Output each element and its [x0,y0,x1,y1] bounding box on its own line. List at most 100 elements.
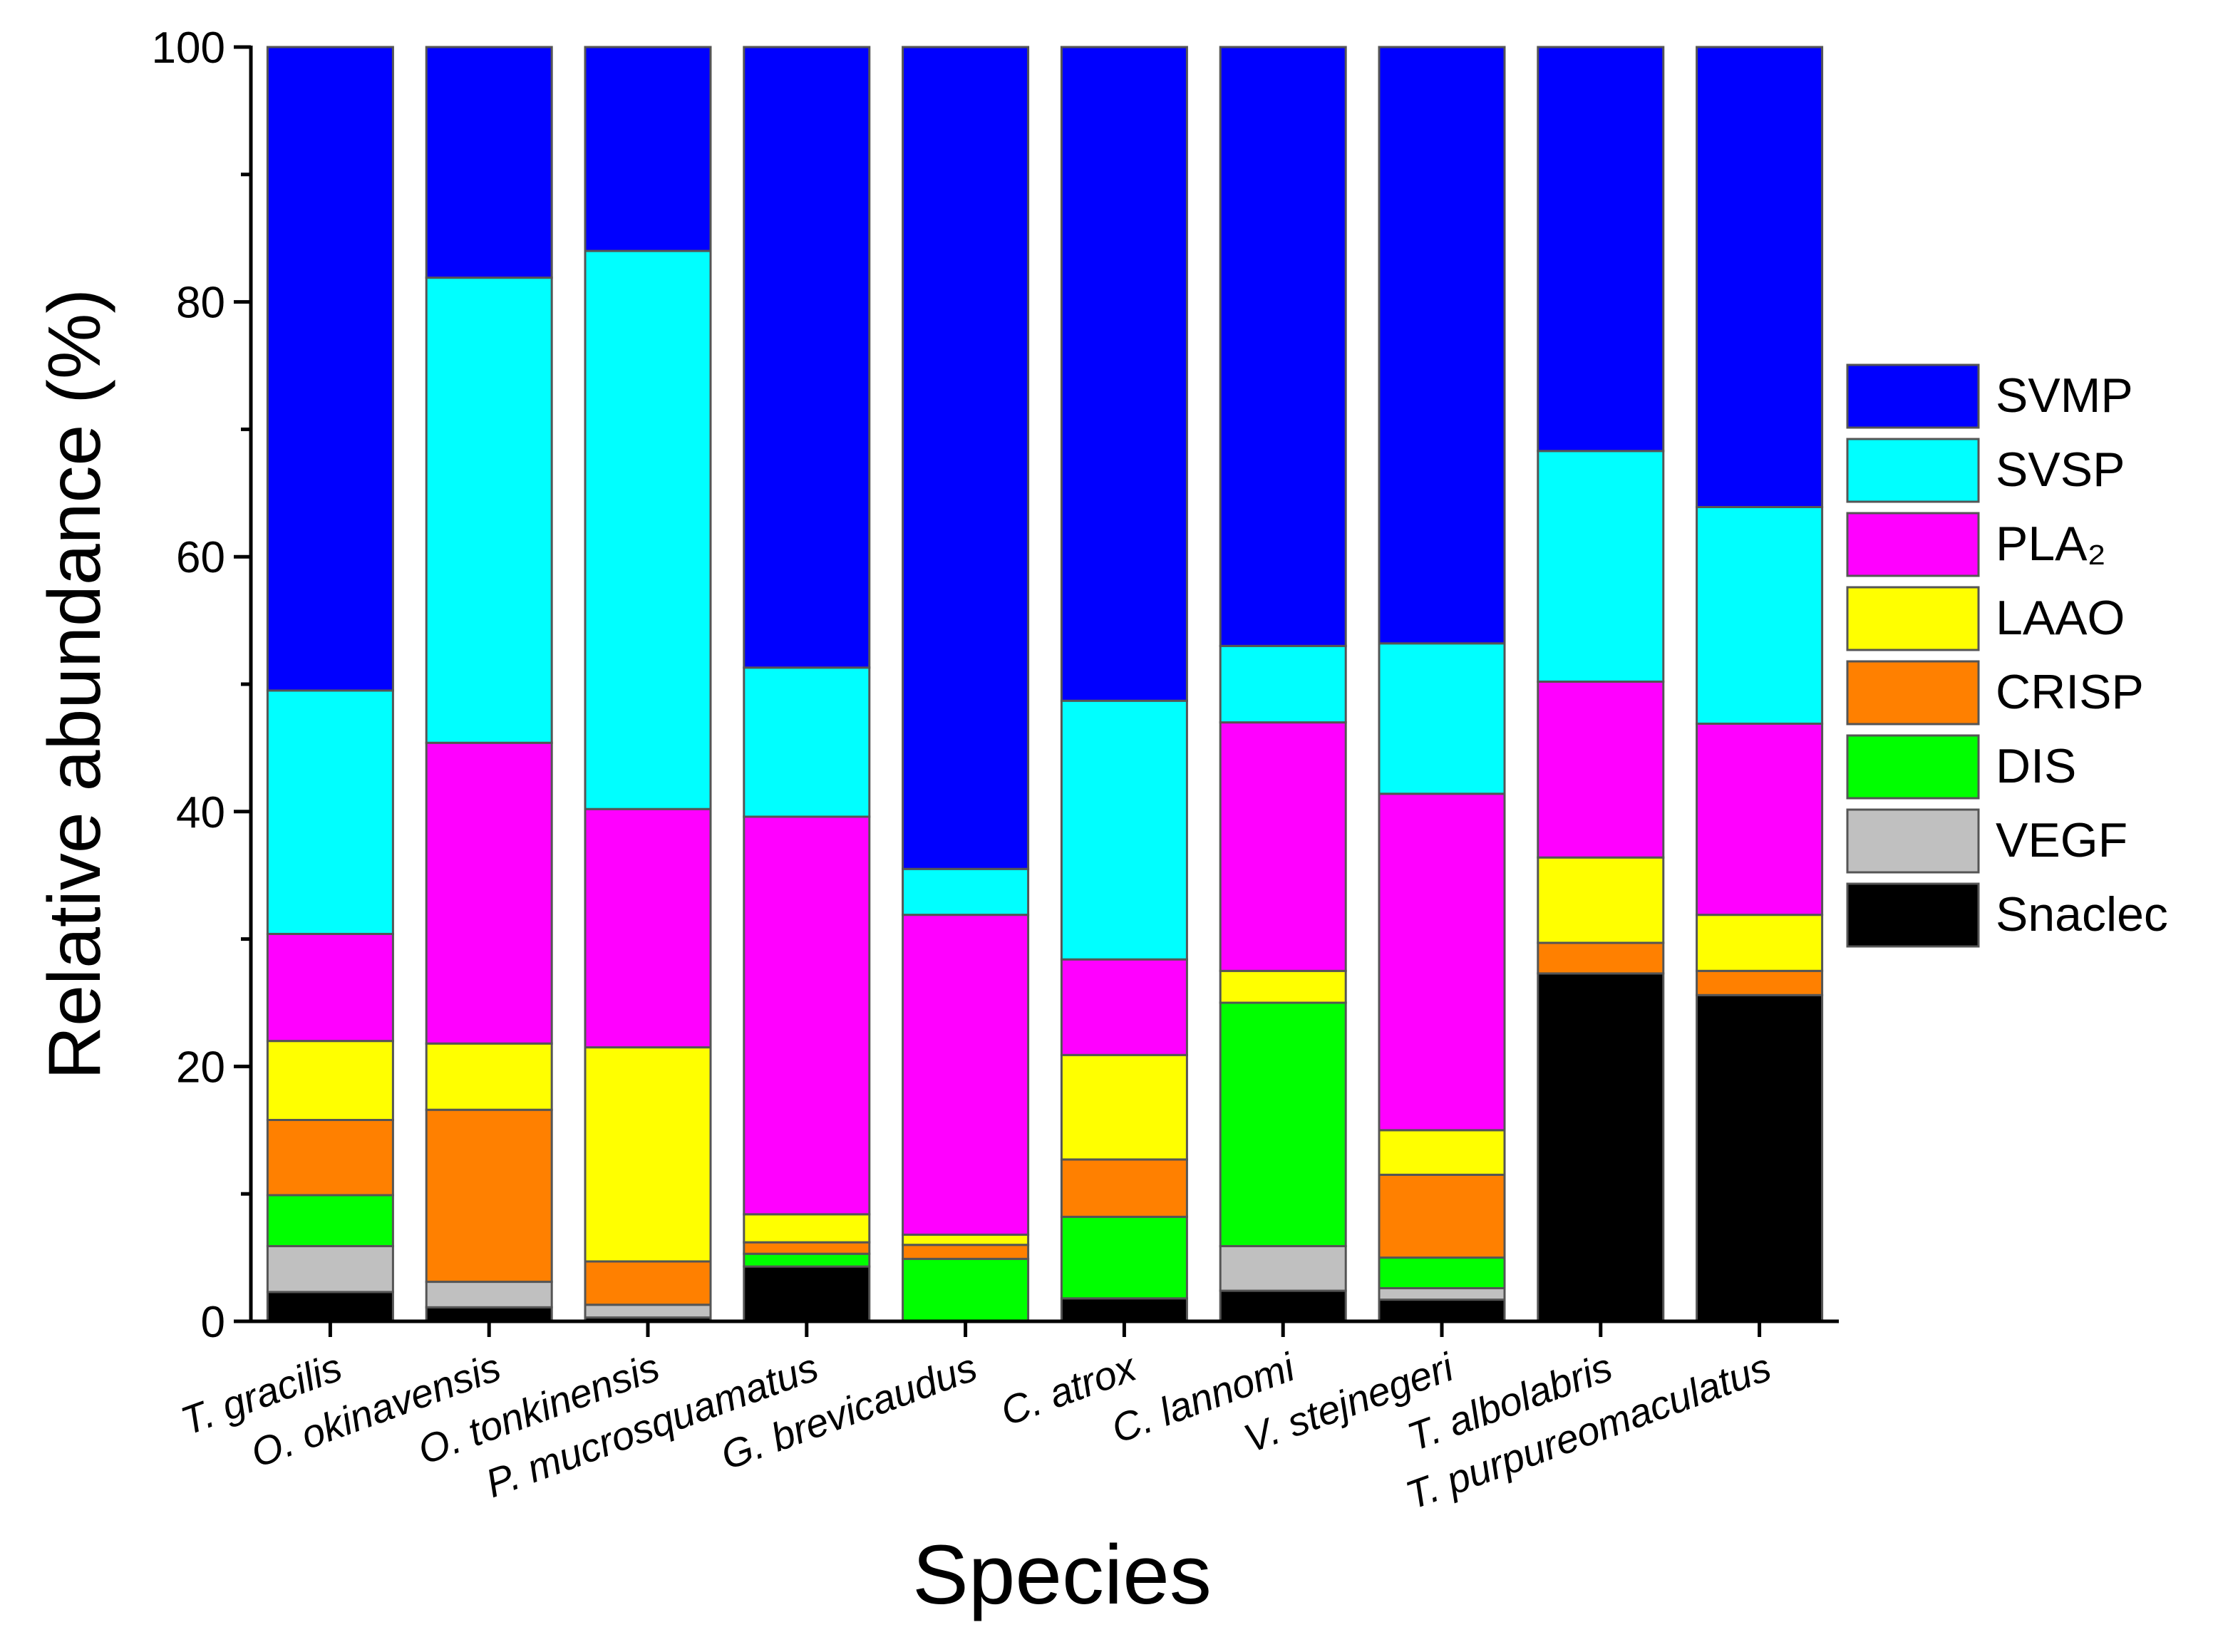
bar-segment-svmp [584,46,712,252]
bar-segment-svsp [1060,699,1188,961]
bar-segment-vegf [425,1281,553,1308]
legend-item: Snaclec [1846,882,2168,948]
legend-swatch [1846,512,1980,577]
bar-segment-laao [584,1046,712,1263]
bar-segment-svsp [584,249,712,810]
legend-label: SVMP [1996,368,2133,423]
bar-segment-laao [266,1040,394,1121]
legend-label: CRISP [1996,665,2144,719]
legend-item: LAAO [1846,586,2125,651]
bar-segment-snaclec [266,1291,394,1323]
bar-segment-laao [1696,914,1824,972]
legend-swatch [1846,363,1980,429]
bar-segment-crisp [425,1108,553,1284]
y-axis-label: Relative abundance (%) [33,289,116,1080]
bar-segment-dis [902,1257,1030,1323]
bar-segment-svmp [1696,46,1824,508]
bar-segment-laao [1378,1129,1506,1176]
bar-segment-snaclec [1378,1299,1506,1323]
bar-segment-svsp [1696,505,1824,725]
bar-segment-crisp [902,1244,1030,1260]
legend-item: SVMP [1846,363,2133,429]
y-tick-label: 60 [176,533,225,582]
bar-segment-snaclec [425,1306,553,1323]
bar-segment-svmp [1378,46,1506,645]
bar-segment-svmp [1219,46,1347,647]
legend-label: SVSP [1996,443,2125,497]
bar-segment-crisp [266,1118,394,1197]
legend-label: LAAO [1996,591,2125,645]
bar-segment-pla₂ [1219,721,1347,972]
bar-segment-crisp [1378,1173,1506,1259]
legend-label: Snaclec [1996,887,2168,941]
legend-swatch [1846,586,1980,651]
legend-item: VEGF [1846,808,2127,874]
bar-segment-vegf [1219,1245,1347,1292]
legend-swatch [1846,734,1980,800]
bar-segment-laao [425,1042,553,1111]
legend-swatch [1846,882,1980,948]
bar-segment-laao [1219,969,1347,1004]
bar-segment-dis [743,1252,871,1268]
bar-segment-pla₂ [1696,722,1824,917]
x-axis-label: Species [912,1528,1212,1622]
legend-swatch [1846,660,1980,726]
legend: SVMP SVSP PLA₂ LAAO CRISP DIS VEGF Snaclec [1846,363,2168,948]
bar-segment-vegf [1378,1287,1506,1301]
bar-segment-pla₂ [743,815,871,1216]
bar-segment-laao [743,1213,871,1244]
bar-segment-crisp [1060,1158,1188,1218]
bar-segment-svmp [266,46,394,692]
bar-segment-snaclec [1537,972,1665,1323]
bar-segment-crisp [743,1241,871,1255]
bar-segment-pla₂ [902,914,1030,1236]
bar-segment-crisp [1696,969,1824,996]
bar-segment-dis [1378,1256,1506,1290]
bar-segment-svmp [1060,46,1188,702]
bar-segment-pla₂ [1378,793,1506,1132]
bar-segment-svsp [902,867,1030,917]
legend-label: VEGF [1996,813,2127,867]
bar-segment-svmp [902,46,1030,870]
bar-segment-svsp [1537,450,1665,683]
bar-segment-svsp [1219,644,1347,724]
bar-segment-snaclec [1060,1297,1188,1323]
y-tick-label: 40 [176,788,225,837]
bar-segment-svmp [1537,46,1665,453]
bar-segment-vegf [266,1245,394,1294]
legend-label: DIS [1996,739,2076,793]
bar-segment-laao [1060,1053,1188,1161]
y-tick-label: 20 [176,1043,225,1092]
bar-segment-pla₂ [1537,680,1665,859]
bar-segment-pla₂ [1060,958,1188,1056]
legend-item: DIS [1846,734,2076,800]
bar-segment-dis [1060,1215,1188,1300]
bar-segment-svsp [743,666,871,818]
y-tick-label: 80 [176,279,225,328]
bar-segment-pla₂ [584,807,712,1049]
y-tick-label: 100 [152,24,225,73]
legend-item: PLA₂ [1846,512,2106,577]
bar-segment-snaclec [743,1265,871,1323]
bar-segment-pla₂ [425,741,553,1045]
legend-swatch [1846,808,1980,874]
bar-segment-svsp [425,277,553,744]
bar-segment-snaclec [1696,993,1824,1323]
legend-item: SVSP [1846,438,2125,503]
bar-segment-vegf [584,1303,712,1319]
bar-segment-svsp [1378,642,1506,795]
legend-swatch [1846,438,1980,503]
bar-segment-svmp [743,46,871,669]
bar-segment-laao [1537,856,1665,944]
bar-segment-svsp [266,689,394,935]
legend-label: PLA₂ [1996,517,2106,571]
bar-segment-laao [902,1233,1030,1246]
bar-segment-crisp [1537,941,1665,975]
bar-segment-crisp [584,1260,712,1306]
bar-segment-dis [266,1194,394,1248]
bar-segment-dis [1219,1001,1347,1248]
bars [266,46,1824,1323]
bar-segment-svmp [425,46,553,279]
bar-segment-snaclec [1219,1289,1347,1323]
